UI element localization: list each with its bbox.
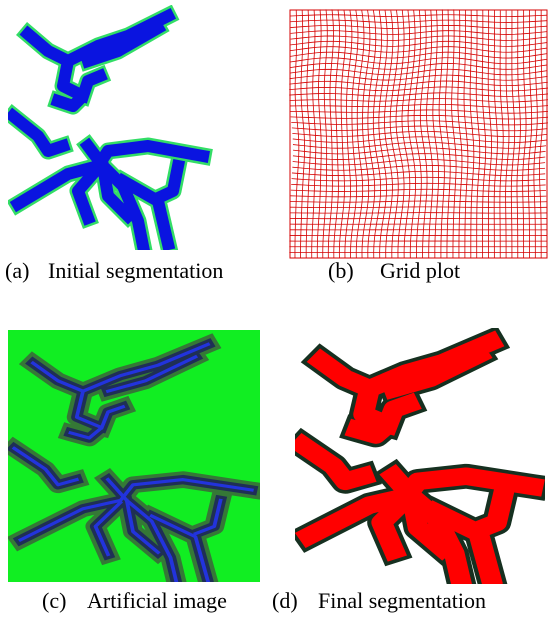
grid-line [523,10,526,258]
grid-line [476,10,480,258]
panel-c [8,330,260,584]
grid-line [291,20,547,22]
grid-line [494,10,497,258]
grid-line [362,10,370,258]
grid-line [291,115,548,119]
grid-line [292,177,546,181]
grid-line [291,183,545,186]
grid-line [291,41,547,46]
grid-line [290,201,546,202]
grid-line [289,99,548,102]
grid-line [306,10,310,258]
grid-line [379,11,387,258]
panel-d [303,342,533,579]
grid-line [290,58,547,64]
subfigure-caption: Initial segmentation [48,258,223,283]
grid-line [345,10,352,258]
subfigure-label: (c) [42,588,66,613]
grid-line [500,11,503,258]
subfigure-caption: Artificial image [87,588,227,613]
grid-line [420,10,427,258]
grid-line [291,189,546,191]
grid-line [290,47,547,53]
grid-line [290,15,547,17]
grid-line [291,25,547,28]
grid-line [482,10,485,258]
grid-line [291,36,547,40]
grid-line [293,137,547,143]
grid-line [292,171,545,175]
grid-line [289,81,548,86]
subfigure-label: (a) [5,258,29,283]
panel-a [13,16,203,246]
grid-line [534,10,537,258]
grid-line [289,87,548,91]
grid-line [290,104,548,107]
subfigure-caption: Final segmentation [318,588,486,613]
grid-line [517,11,520,258]
grid-line [289,75,547,80]
grid-line [293,142,546,148]
grid-line [506,11,509,258]
grid-line [427,10,433,258]
grid-line [488,10,491,258]
grid-line [290,213,547,214]
grid-line [312,10,316,258]
grid-line [293,148,546,154]
grid-line [384,11,392,258]
grid-line [291,195,547,197]
subfigure-caption: Grid plot [380,258,460,283]
grid-line [291,31,547,35]
grid-line [290,110,548,113]
grid-line [511,11,514,258]
figure: (a) Initial segmentation (b) Grid plot (… [0,0,548,620]
subfigure-label: (b) [328,258,354,283]
grid-line [291,121,548,125]
grid-line [290,52,547,58]
grid-line [402,10,410,258]
grid-line [289,93,548,97]
grid-line [528,10,531,258]
grid-line [290,207,547,208]
panel-b [289,9,548,258]
subfigure-label: (d) [272,588,298,613]
grid-line [539,10,542,258]
